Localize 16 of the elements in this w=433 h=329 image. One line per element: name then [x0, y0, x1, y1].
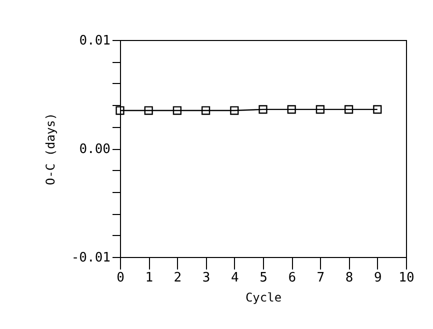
- x-axis-title: Cycle: [245, 290, 282, 304]
- x-tick-label: 3: [202, 270, 210, 286]
- y-tick-label: -0.01: [71, 250, 110, 266]
- x-tick-label: 6: [288, 270, 296, 286]
- y-tick-label: 0.00: [79, 142, 110, 157]
- x-tick-label: 0: [116, 270, 124, 286]
- y-tick-label: 0.01: [79, 34, 110, 48]
- x-tick-label: 1: [145, 270, 154, 286]
- x-tick-label: 8: [345, 270, 354, 286]
- x-tick-label: 7: [316, 270, 325, 286]
- y-axis-title: O-C (days): [43, 112, 58, 186]
- x-tick-label: 5: [260, 270, 268, 286]
- x-tick-label: 2: [174, 270, 182, 286]
- x-tick-label: 9: [374, 270, 382, 286]
- x-tick-label: 10: [398, 270, 414, 286]
- x-tick-label: 4: [230, 270, 239, 286]
